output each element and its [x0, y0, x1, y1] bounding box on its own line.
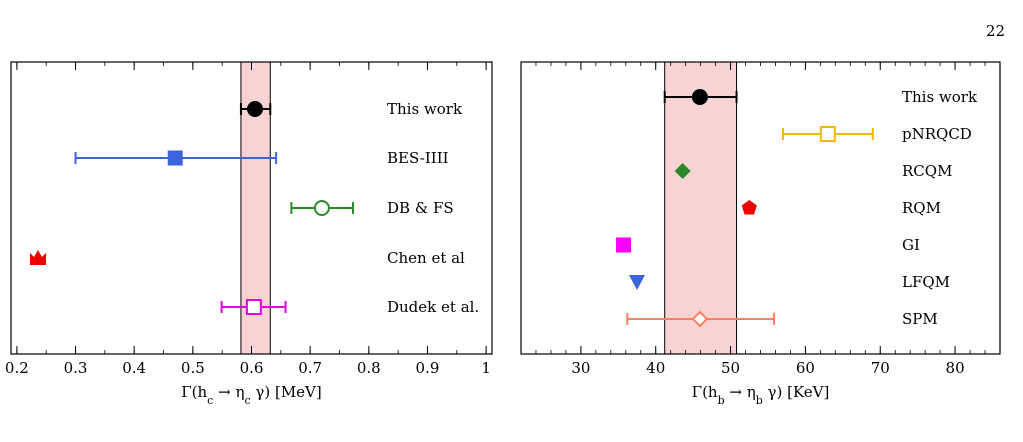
tick-label: 40: [646, 359, 665, 377]
tick-label: 0.9: [416, 359, 440, 377]
point-group: GI: [616, 236, 920, 254]
point-label: RQM: [902, 199, 941, 217]
data-point: [741, 200, 757, 215]
chart-right: 30 40 50 60 70 80 Γ(hb → ηb γ) [KeV] This work p…: [520, 61, 1001, 407]
point-group: RCQM: [674, 162, 952, 180]
tick-label: 60: [796, 359, 815, 377]
point-group: This work: [663, 88, 978, 106]
data-point: [674, 163, 691, 179]
tick-label: 1: [481, 359, 491, 377]
point-group: LFQM: [629, 273, 950, 291]
tick-label: 0.3: [64, 359, 88, 377]
data-point: [819, 126, 836, 142]
tick-label: 0.2: [5, 359, 29, 377]
point-group: Dudek et al.: [220, 298, 479, 316]
point-label: pNRQCD: [902, 125, 972, 143]
point-group: SPM: [626, 310, 938, 328]
chart-left: 0.2 0.3 0.4 0.5 0.6 0.7 0.8 0.9 1 Γ(hc → ηc γ) [M…: [5, 61, 493, 407]
tick-label: 0.5: [181, 359, 205, 377]
point-group: Chen et al: [29, 249, 465, 267]
tick-label: 0.8: [357, 359, 381, 377]
point-label: DB & FS: [387, 199, 454, 217]
data-point: [629, 275, 646, 290]
point-label: BES-IIII: [387, 149, 449, 167]
x-axis-label: Γ(hb → ηb γ) [KeV]: [692, 383, 830, 407]
tick-label: 30: [571, 359, 590, 377]
tick-label: 70: [871, 359, 890, 377]
point-label: Chen et al: [387, 249, 465, 267]
point-label: SPM: [902, 310, 938, 328]
point-label: RCQM: [902, 162, 952, 180]
tick-label: 0.7: [298, 359, 322, 377]
data-point: [691, 310, 709, 328]
tick-label: 0.4: [122, 359, 146, 377]
data-point: [691, 89, 708, 105]
data-point: [616, 237, 632, 253]
data-point: [29, 250, 46, 265]
point-group: pNRQCD: [781, 125, 972, 143]
point-label: This work: [902, 88, 978, 106]
data-point: [245, 299, 262, 315]
page-number: 22: [985, 22, 1005, 40]
point-label: This work: [387, 100, 463, 118]
data-point: [313, 200, 330, 216]
point-group: DB & FS: [290, 199, 454, 217]
data-point: [167, 150, 183, 166]
point-label: Dudek et al.: [387, 298, 479, 316]
tick-label: 0.6: [240, 359, 264, 377]
point-label: LFQM: [902, 273, 950, 291]
point-group: RQM: [741, 199, 941, 217]
x-axis-label: Γ(hc → ηc γ) [MeV]: [181, 383, 322, 407]
tick-label: 80: [946, 359, 965, 377]
point-label: GI: [902, 236, 920, 254]
point-group: This work: [239, 100, 463, 118]
uncertainty-band: [664, 62, 737, 354]
tick-label: 50: [721, 359, 740, 377]
data-point: [247, 101, 264, 117]
point-group: BES-IIII: [74, 149, 449, 167]
